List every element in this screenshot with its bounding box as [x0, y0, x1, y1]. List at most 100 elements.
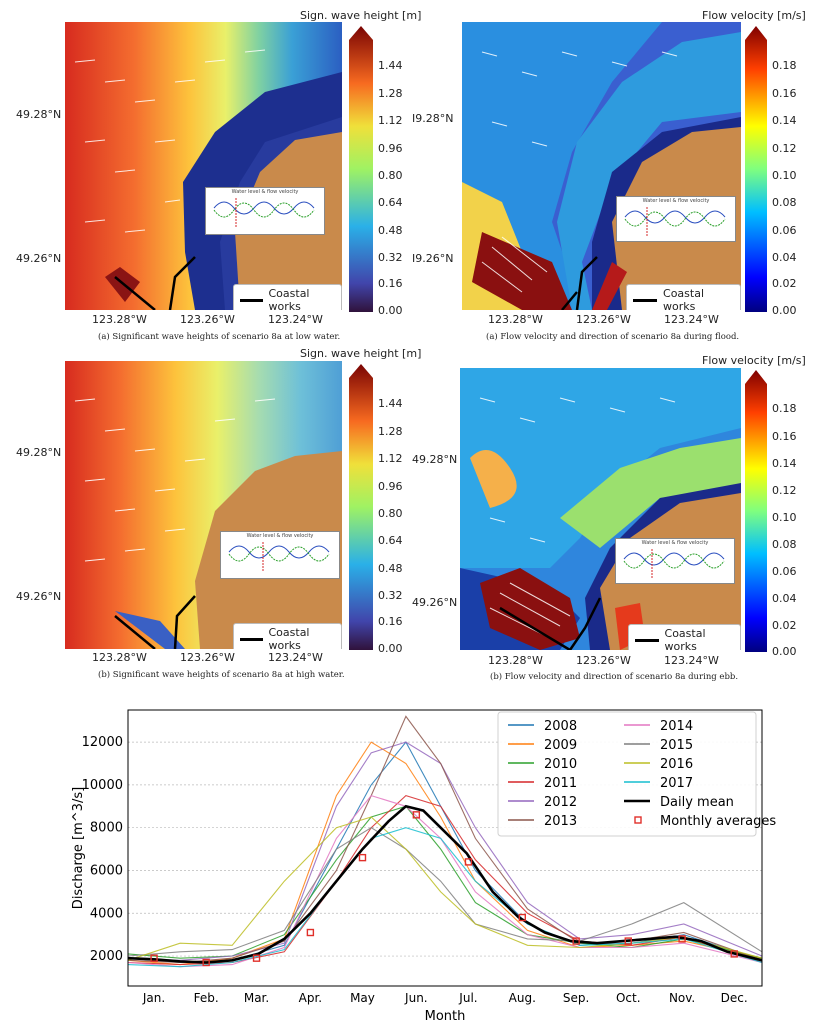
caption-bottom-left: (b) Significant wave heights of scenario… — [98, 670, 345, 680]
cbar-tick: 0.96 — [378, 480, 403, 493]
inset-plot — [624, 207, 726, 237]
plot-frame — [127, 709, 763, 987]
colorbar-title: Sign. wave height [m] — [300, 347, 422, 360]
lon-label-1: 123.28°W — [488, 313, 543, 326]
water-level-inset: Water level & flow velocity — [220, 531, 340, 579]
legend-label: 2012 — [544, 795, 577, 810]
cbar-tick: 0.18 — [772, 59, 797, 72]
monthly-average-marker — [518, 913, 526, 922]
legend-label: Coastal works — [268, 287, 310, 310]
cbar-tick: 0.32 — [378, 589, 403, 602]
legend-label: 2010 — [544, 757, 577, 772]
colorbar-title: Sign. wave height [m] — [300, 9, 422, 22]
flow-velocity-map-flood: Water level & flow velocity Coastal work… — [462, 22, 741, 310]
monthly-average-marker — [252, 954, 261, 962]
cbar-tick: 0.16 — [772, 87, 797, 100]
monthly-average-marker — [358, 853, 367, 862]
lat-label-2: 49.26°N — [16, 590, 62, 603]
colorbar-wave-height — [349, 364, 373, 654]
cbar-tick: 0.12 — [772, 142, 797, 155]
x-tick-label: Feb. — [194, 991, 219, 1005]
cbar-tick: 0.00 — [378, 642, 403, 655]
lon-label-2: 123.26°W — [576, 313, 631, 326]
lon-label-3: 123.24°W — [268, 651, 323, 664]
cbar-tick: 0.00 — [378, 304, 403, 317]
series-line-2016 — [127, 816, 763, 961]
lon-label-1: 123.28°W — [92, 651, 147, 664]
cbar-tick: 0.00 — [772, 645, 797, 658]
colorbar-flow-velocity — [745, 370, 767, 656]
legend-label: 2017 — [660, 776, 693, 791]
lon-label-3: 123.24°W — [664, 313, 719, 326]
lon-label-1: 123.28°W — [488, 654, 543, 667]
coastal-works-legend: Coastal works — [626, 284, 741, 310]
colorbar-flow-velocity — [745, 26, 767, 316]
cbar-tick: 0.14 — [772, 114, 797, 127]
inset-plot — [213, 198, 315, 228]
wave-height-field — [65, 22, 342, 310]
legend-label: 2013 — [544, 814, 577, 829]
inset-title: Water level & flow velocity — [246, 533, 314, 539]
legend-line-icon — [240, 637, 263, 641]
colorbar-wave-height — [349, 26, 373, 316]
cbar-tick: 0.64 — [378, 534, 403, 547]
y-tick-label: 2000 — [90, 949, 123, 964]
legend-label: Coastal works — [663, 287, 705, 310]
cbar-tick: 0.16 — [378, 277, 403, 290]
x-tick-label: Jul. — [458, 991, 477, 1005]
legend-line-icon — [240, 298, 263, 302]
lat-label-1: I9.28°N — [412, 112, 454, 125]
legend-label: Daily mean — [660, 795, 734, 810]
water-level-inset: Water level & flow velocity — [616, 196, 736, 242]
water-level-inset: Water level & flow velocity — [205, 187, 325, 235]
cbar-tick: 0.12 — [772, 484, 797, 497]
y-axis-label: Discharge [m^3/s] — [71, 787, 86, 909]
legend-label: Coastal works — [268, 626, 310, 649]
x-tick-label: Dec. — [721, 991, 748, 1005]
monthly-average-marker — [572, 937, 580, 945]
coastal-works-legend: Coastal works — [233, 284, 342, 310]
monthly-average-marker — [624, 937, 632, 945]
caption-bottom-right: (b) Flow velocity and direction of scena… — [490, 672, 739, 682]
cbar-tick: 0.06 — [772, 224, 797, 237]
lon-label-2: 123.26°W — [576, 654, 631, 667]
lat-label-1: 49.28°N — [412, 453, 458, 466]
cbar-tick: 0.08 — [772, 538, 797, 551]
cbar-tick: 0.16 — [378, 615, 403, 628]
cbar-tick: 1.44 — [378, 59, 403, 72]
cbar-tick: 0.02 — [772, 619, 797, 632]
x-tick-label: Mar. — [244, 991, 269, 1005]
colorbar-title: Flow velocity [m/s] — [702, 354, 806, 367]
lon-label-3: 123.24°W — [268, 313, 323, 326]
lat-label-1: 49.28°N — [16, 108, 62, 121]
lon-label-2: 123.26°W — [180, 313, 235, 326]
colorbar-title: Flow velocity [m/s] — [702, 9, 806, 22]
flow-velocity-field — [462, 22, 741, 310]
cbar-tick: 1.28 — [378, 87, 403, 100]
lon-label-3: 123.24°W — [664, 654, 719, 667]
x-tick-label: Jun. — [404, 991, 428, 1005]
legend-label: 2011 — [544, 776, 577, 791]
coastal-works-legend: Coastal works — [233, 623, 342, 649]
cbar-tick: 0.00 — [772, 304, 797, 317]
series-line-daily-mean — [127, 804, 763, 964]
wave-height-map-high-water: Water level & flow velocity Coastal work… — [65, 361, 342, 649]
series-line-2010 — [127, 805, 763, 959]
lat-label-2: 49.26°N — [16, 252, 62, 265]
inset-plot — [228, 542, 330, 572]
legend-box — [497, 711, 757, 837]
y-tick-label: 4000 — [90, 906, 123, 921]
cbar-tick: 1.28 — [378, 425, 403, 438]
x-tick-label: Nov. — [669, 991, 695, 1005]
wave-height-map-low-water: Water level & flow velocity Coastal work… — [65, 22, 342, 310]
cbar-tick: 0.04 — [772, 592, 797, 605]
monthly-average-marker — [412, 811, 421, 819]
lat-label-1: 49.28°N — [16, 446, 62, 459]
legend-line-icon — [635, 638, 659, 642]
cbar-tick: 0.96 — [378, 142, 403, 155]
cbar-tick: 0.80 — [378, 507, 403, 520]
monthly-average-marker — [202, 958, 210, 967]
cbar-tick: 0.32 — [378, 251, 403, 264]
cbar-tick: 0.18 — [772, 402, 797, 415]
discharge-line-chart: 2000 4000 6000 8000 10000 12000 Jan. Feb. Mar. Ap… — [71, 709, 776, 1024]
